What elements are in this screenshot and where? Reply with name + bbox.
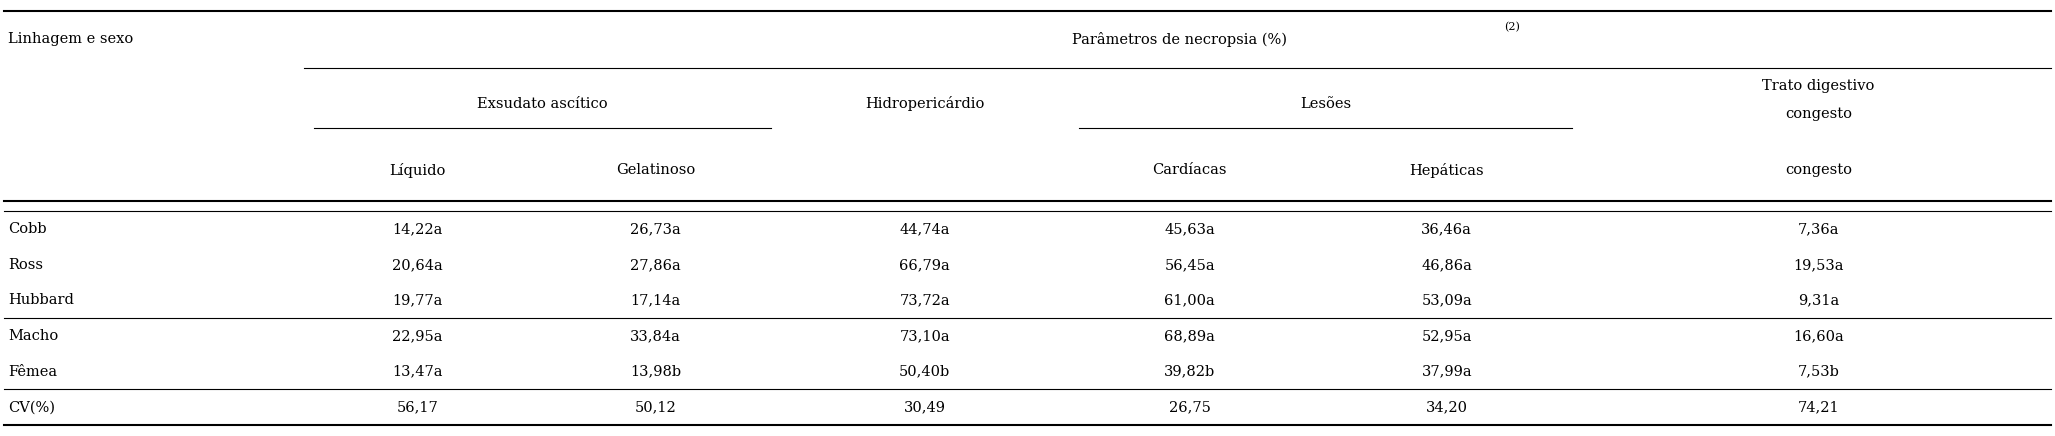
Text: 50,12: 50,12 (635, 400, 676, 414)
Text: 73,10a: 73,10a (900, 329, 949, 343)
Text: 74,21: 74,21 (1798, 400, 1839, 414)
Text: Hepáticas: Hepáticas (1410, 163, 1484, 177)
Text: Cobb: Cobb (8, 222, 47, 236)
Text: Linhagem e sexo: Linhagem e sexo (8, 32, 134, 46)
Text: 37,99a: 37,99a (1422, 364, 1471, 379)
Text: Macho: Macho (8, 329, 58, 343)
Text: Ross: Ross (8, 258, 43, 272)
Text: 17,14a: 17,14a (631, 293, 680, 307)
Text: 56,17: 56,17 (397, 400, 438, 414)
Text: 13,98b: 13,98b (631, 364, 680, 379)
Text: 30,49: 30,49 (904, 400, 945, 414)
Text: 53,09a: 53,09a (1422, 293, 1471, 307)
Text: 44,74a: 44,74a (900, 222, 949, 236)
Text: 73,72a: 73,72a (900, 293, 949, 307)
Text: 33,84a: 33,84a (631, 329, 680, 343)
Text: 14,22a: 14,22a (393, 222, 442, 236)
Text: 61,00a: 61,00a (1165, 293, 1215, 307)
Text: 19,77a: 19,77a (393, 293, 442, 307)
Text: (2): (2) (1504, 22, 1521, 32)
Text: 56,45a: 56,45a (1165, 258, 1215, 272)
Text: Fêmea: Fêmea (8, 364, 58, 379)
Text: 68,89a: 68,89a (1165, 329, 1215, 343)
Text: CV(%): CV(%) (8, 400, 55, 414)
Text: Exsudato ascítico: Exsudato ascítico (477, 96, 608, 111)
Text: 50,40b: 50,40b (900, 364, 949, 379)
Text: Lesões: Lesões (1301, 96, 1350, 111)
Text: Hidropericárdio: Hidropericárdio (865, 96, 984, 111)
Text: 45,63a: 45,63a (1165, 222, 1215, 236)
Text: 7,36a: 7,36a (1798, 222, 1839, 236)
Text: Parâmetros de necropsia (%): Parâmetros de necropsia (%) (1073, 32, 1286, 47)
Text: 22,95a: 22,95a (393, 329, 442, 343)
Text: 26,75: 26,75 (1169, 400, 1210, 414)
Text: Trato digestivo: Trato digestivo (1763, 79, 1874, 93)
Text: 9,31a: 9,31a (1798, 293, 1839, 307)
Text: 34,20: 34,20 (1426, 400, 1467, 414)
Text: congesto: congesto (1786, 107, 1852, 122)
Text: 20,64a: 20,64a (393, 258, 442, 272)
Text: 16,60a: 16,60a (1794, 329, 1843, 343)
Text: 46,86a: 46,86a (1422, 258, 1471, 272)
Text: 13,47a: 13,47a (393, 364, 442, 379)
Text: 26,73a: 26,73a (631, 222, 680, 236)
Text: 36,46a: 36,46a (1422, 222, 1471, 236)
Text: 66,79a: 66,79a (900, 258, 949, 272)
Text: Hubbard: Hubbard (8, 293, 74, 307)
Text: 39,82b: 39,82b (1165, 364, 1215, 379)
Text: Líquido: Líquido (388, 163, 446, 177)
Text: 19,53a: 19,53a (1794, 258, 1843, 272)
Text: 52,95a: 52,95a (1422, 329, 1471, 343)
Text: congesto: congesto (1786, 163, 1852, 177)
Text: Cardíacas: Cardíacas (1153, 163, 1227, 177)
Text: 27,86a: 27,86a (631, 258, 680, 272)
Text: 7,53b: 7,53b (1798, 364, 1839, 379)
Text: Gelatinoso: Gelatinoso (616, 163, 695, 177)
